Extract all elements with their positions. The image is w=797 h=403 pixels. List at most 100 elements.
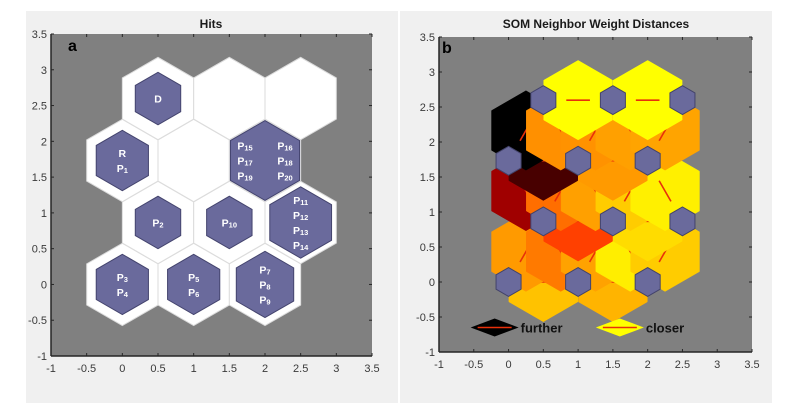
- x-tick-label: 3.5: [364, 363, 379, 375]
- y-tick-label: 0: [41, 279, 47, 291]
- legend: further closer: [470, 318, 684, 337]
- y-tick-label: 2.5: [420, 102, 435, 114]
- x-tick-label: 2.5: [293, 363, 308, 375]
- y-tick-label: 1: [429, 207, 435, 219]
- y-tick-label: 1: [41, 208, 47, 220]
- hit-label: P19: [237, 171, 252, 183]
- hit-hex: [134, 71, 182, 126]
- connection-line: [658, 180, 672, 202]
- axis-ticks: -1 -0.5 0 0.5 1 1.5 2 2.5 3 3.5 -1 -0.5 0 0.5 1 1.5 2 2.5…: [416, 32, 760, 371]
- y-tick-label: -0.5: [416, 312, 435, 324]
- hit-label: P5: [188, 272, 199, 284]
- x-tick-label: -1: [46, 363, 56, 375]
- hit-hex: [167, 253, 221, 316]
- hit-label: D: [154, 94, 162, 106]
- hit-markers: P3 P4 P5 P6 P7 P8 P9 P2 P10 P11 P12 P13 P14 R P1 P15 P16…: [95, 71, 333, 319]
- neuron-hex: [530, 85, 557, 116]
- neuron-hex: [565, 145, 592, 176]
- y-tick-label: 3.5: [32, 29, 47, 41]
- y-tick-label: 0.5: [32, 244, 47, 256]
- hit-label: P15: [237, 141, 252, 153]
- hit-hex: [134, 195, 182, 250]
- hit-label: P1: [117, 163, 128, 175]
- hit-hex: [235, 250, 295, 319]
- neuron-hex: [530, 206, 557, 237]
- hit-label: P14: [293, 240, 309, 252]
- neuron-markers: [495, 85, 696, 298]
- y-tick-label: 1.5: [420, 172, 435, 184]
- x-tick-label: 1.5: [222, 363, 237, 375]
- neuron-hex: [669, 206, 696, 237]
- x-tick-label: 0.5: [150, 363, 165, 375]
- hit-label: P6: [188, 287, 199, 299]
- x-tick-label: 3: [714, 359, 720, 371]
- y-tick-label: 1.5: [32, 172, 47, 184]
- y-tick-label: 2.5: [32, 101, 47, 113]
- hit-label: P8: [259, 279, 270, 291]
- x-tick-label: 1.5: [605, 359, 620, 371]
- hit-label: R: [119, 148, 127, 160]
- chart-title: SOM Neighbor Weight Distances: [503, 17, 690, 31]
- axis-ticks: -1 -0.5 0 0.5 1 1.5 2 2.5 3 3.5 -1 -0.5 0 0.5 1 1.5 2 2.5…: [28, 29, 380, 375]
- hit-label: P4: [117, 287, 129, 299]
- hit-hex: [269, 186, 333, 259]
- x-tick-label: 2: [262, 363, 268, 375]
- x-tick-label: 2.5: [675, 359, 690, 371]
- chart-title: Hits: [200, 17, 223, 31]
- neuron-hex: [495, 266, 522, 298]
- neuron-hex: [634, 145, 661, 176]
- neuron-hex: [599, 206, 626, 237]
- hex-cell: [264, 56, 337, 141]
- y-tick-label: 0.5: [420, 242, 435, 254]
- y-tick-label: -1: [37, 351, 47, 363]
- x-tick-label: 0.5: [536, 359, 551, 371]
- hit-label: P10: [222, 217, 237, 229]
- hit-label: P7: [259, 264, 270, 276]
- y-tick-label: -0.5: [28, 315, 47, 327]
- x-tick-label: 0: [119, 363, 125, 375]
- hit-label: P20: [277, 171, 292, 183]
- neuron-hex: [634, 266, 661, 298]
- hit-label: P13: [293, 225, 308, 237]
- hit-hex: [206, 195, 253, 250]
- neuron-hex: [599, 85, 626, 116]
- y-tick-label: 3: [41, 65, 47, 77]
- hit-label: P12: [293, 210, 308, 222]
- y-tick-label: 3.5: [420, 32, 435, 44]
- y-tick-label: 2: [429, 137, 435, 149]
- panel-label: a: [68, 38, 77, 55]
- y-tick-label: -1: [425, 347, 435, 359]
- x-tick-label: -0.5: [464, 359, 483, 371]
- legend-label: closer: [646, 321, 684, 336]
- panel-label: b: [442, 40, 452, 57]
- hit-label: P18: [277, 156, 292, 168]
- hit-label: P16: [277, 141, 292, 153]
- hit-label: P17: [237, 156, 252, 168]
- neuron-hex: [495, 145, 522, 176]
- x-tick-label: -0.5: [77, 363, 96, 375]
- distance-cells: [491, 60, 700, 323]
- x-tick-label: 1: [191, 363, 197, 375]
- neuron-hex: [669, 85, 696, 116]
- hit-hex: [95, 253, 149, 316]
- x-tick-label: 2: [645, 359, 651, 371]
- hit-hex: [229, 120, 301, 202]
- y-tick-label: 0: [429, 277, 435, 289]
- hit-label: P3: [117, 272, 128, 284]
- x-tick-label: 3.5: [744, 359, 759, 371]
- y-tick-label: 3: [429, 67, 435, 79]
- x-tick-label: -1: [434, 359, 444, 371]
- x-tick-label: 0: [505, 359, 511, 371]
- x-tick-label: 1: [575, 359, 581, 371]
- y-tick-label: 2: [41, 136, 47, 148]
- x-tick-label: 3: [333, 363, 339, 375]
- chart-som-distances: SOM Neighbor Weight Distances further clo…: [416, 17, 760, 371]
- hit-hex: [95, 129, 149, 192]
- hit-label: P9: [259, 294, 270, 306]
- hit-label: P11: [293, 195, 308, 207]
- neuron-hex: [565, 266, 592, 298]
- hit-label: P2: [152, 217, 163, 229]
- legend-label: further: [521, 321, 563, 336]
